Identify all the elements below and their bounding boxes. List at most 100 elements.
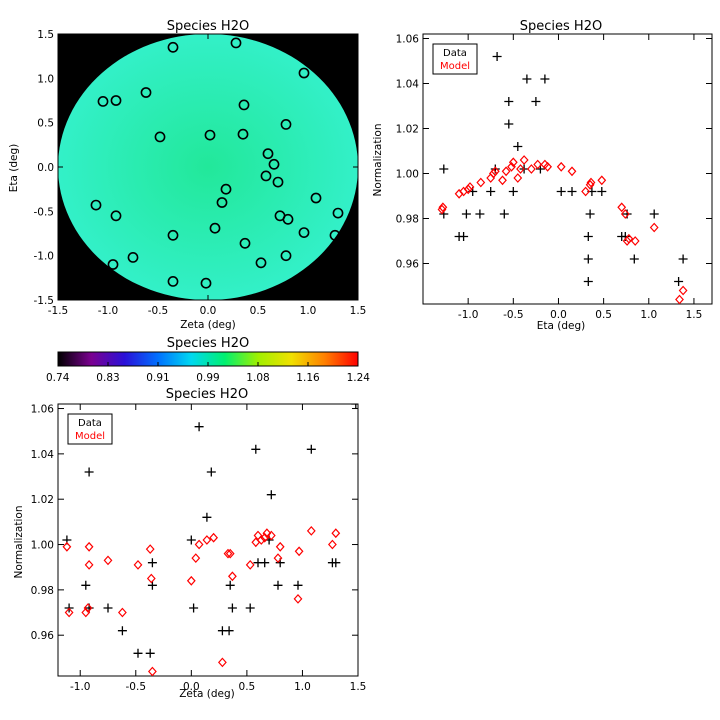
zeta-x-axis-label: Zeta (deg) (179, 688, 235, 700)
map-point-marker (329, 229, 341, 241)
colorbar-tick-labels: 0.74 0.83 0.91 0.99 1.08 1.16 1.24 (46, 362, 370, 384)
zeta-data-point (273, 580, 283, 590)
zeta-data-point (227, 603, 237, 613)
eta-data-point (461, 209, 471, 219)
zeta-model-point (209, 532, 219, 543)
zeta-model-point (225, 548, 235, 559)
zeta-y-axis-label: Normalization (13, 506, 25, 579)
eta-model-point (581, 186, 591, 197)
map-y-axis-label: Eta (deg) (8, 144, 20, 193)
zeta-data-point (293, 580, 303, 590)
zeta-model-point (145, 544, 155, 554)
zeta-data-point (194, 422, 204, 432)
map-point-marker (230, 37, 242, 49)
eta-data-point (583, 254, 593, 264)
zeta-data-point (251, 444, 261, 454)
eta-data-point (513, 142, 523, 151)
zeta-model-point (266, 530, 276, 541)
zeta-y-tick-label: 1.02 (31, 494, 54, 506)
zeta-data-point (266, 490, 276, 500)
eta-model-point (438, 202, 448, 213)
eta-model-point (465, 182, 475, 192)
map-point-marker (310, 192, 322, 204)
map-point-marker (204, 129, 216, 141)
zeta-data-point (225, 580, 235, 590)
zeta-model-point (294, 546, 304, 557)
eta-legend-box (432, 43, 478, 75)
eta-model-point (498, 175, 507, 186)
zeta-data-point (202, 512, 212, 522)
map-x-tick-label: 1.0 (300, 305, 317, 317)
zeta-model-point (147, 666, 157, 676)
map-x-tick-label: 1.5 (350, 305, 367, 317)
eta-data-point (522, 74, 532, 84)
zeta-data-point (260, 558, 270, 568)
eta-data-point (629, 254, 639, 264)
eta-data-point (583, 277, 593, 286)
eta-model-point (617, 202, 627, 213)
eta-y-tick-label: 1.04 (396, 79, 420, 91)
colorbar-tick-label: 1.16 (296, 372, 320, 384)
eta-model-point (543, 161, 553, 172)
map-point-marker (332, 207, 344, 219)
map-y-tick-label: -0.5 (34, 206, 55, 218)
colorbar-tick-label: 0.99 (196, 372, 219, 384)
map-point-marker (220, 183, 232, 195)
zeta-model-point (202, 535, 212, 545)
zeta-eta-map-panel: Species H2O -1.5 -1.0 -0.5 0.0 0.5 1.0 1.5 -1.… (8, 19, 366, 331)
zeta-data-point (245, 603, 255, 613)
eta-legend-entry: Model (440, 61, 470, 72)
zeta-x-tick-label: 1.5 (350, 681, 367, 693)
map-point-marker (238, 99, 250, 111)
eta-x-tick-label: -0.5 (503, 309, 524, 321)
eta-model-point (556, 161, 566, 172)
zeta-model-point (306, 526, 316, 536)
map-point-marker (268, 158, 280, 170)
zeta-x-tick-label: -1.0 (70, 681, 91, 693)
eta-model-point (649, 222, 659, 233)
map-point-marker (200, 277, 212, 289)
zeta-model-point (146, 573, 156, 584)
zeta-model-point (293, 594, 303, 604)
zeta-data-point (84, 467, 94, 477)
eta-y-tick-label: 0.96 (396, 259, 420, 271)
zeta-data-point (224, 626, 234, 636)
zeta-model-point (194, 539, 204, 550)
zeta-data-point (133, 648, 143, 658)
eta-data-point (597, 187, 607, 196)
zeta-model-point (64, 607, 74, 618)
zeta-plot-title: Species H2O (166, 387, 248, 402)
eta-data-point (567, 187, 577, 196)
map-point-marker (209, 222, 221, 234)
zeta-model-point (117, 607, 127, 618)
eta-data-point (678, 254, 688, 264)
map-point-marker (262, 148, 274, 160)
zeta-legend-entry: Model (75, 431, 105, 442)
eta-model-point (586, 177, 596, 188)
map-y-tick-label: -1.0 (34, 251, 55, 263)
eta-data-point (439, 164, 449, 174)
eta-legend-entry: Data (443, 48, 467, 59)
map-point-marker (216, 197, 228, 208)
colorbar-tick-label: 1.24 (347, 372, 371, 384)
eta-data-point (499, 209, 509, 219)
eta-plot-area: -1.0 -0.5 0.0 0.5 1.0 1.5 0.96 0.98 1.00 1.02 1.04… (396, 33, 713, 321)
map-y-tick-label: 0.0 (37, 162, 54, 174)
map-point-marker (110, 95, 122, 106)
eta-y-tick-label: 1.06 (396, 34, 420, 46)
eta-data-point (475, 209, 485, 219)
eta-model-point (620, 209, 630, 219)
eta-data-point (459, 232, 469, 241)
eta-model-point (624, 233, 634, 244)
eta-data-point (486, 187, 496, 196)
zeta-data-point (103, 603, 113, 613)
map-point-marker (280, 250, 292, 262)
zeta-data-point (145, 648, 155, 658)
colorbar-tick-label: 0.91 (146, 372, 169, 384)
zeta-model-point (62, 541, 72, 552)
zeta-data-point (186, 535, 196, 545)
map-point-marker (140, 87, 152, 98)
eta-model-point (675, 294, 684, 304)
colorbar-tick-label: 1.08 (246, 372, 269, 384)
